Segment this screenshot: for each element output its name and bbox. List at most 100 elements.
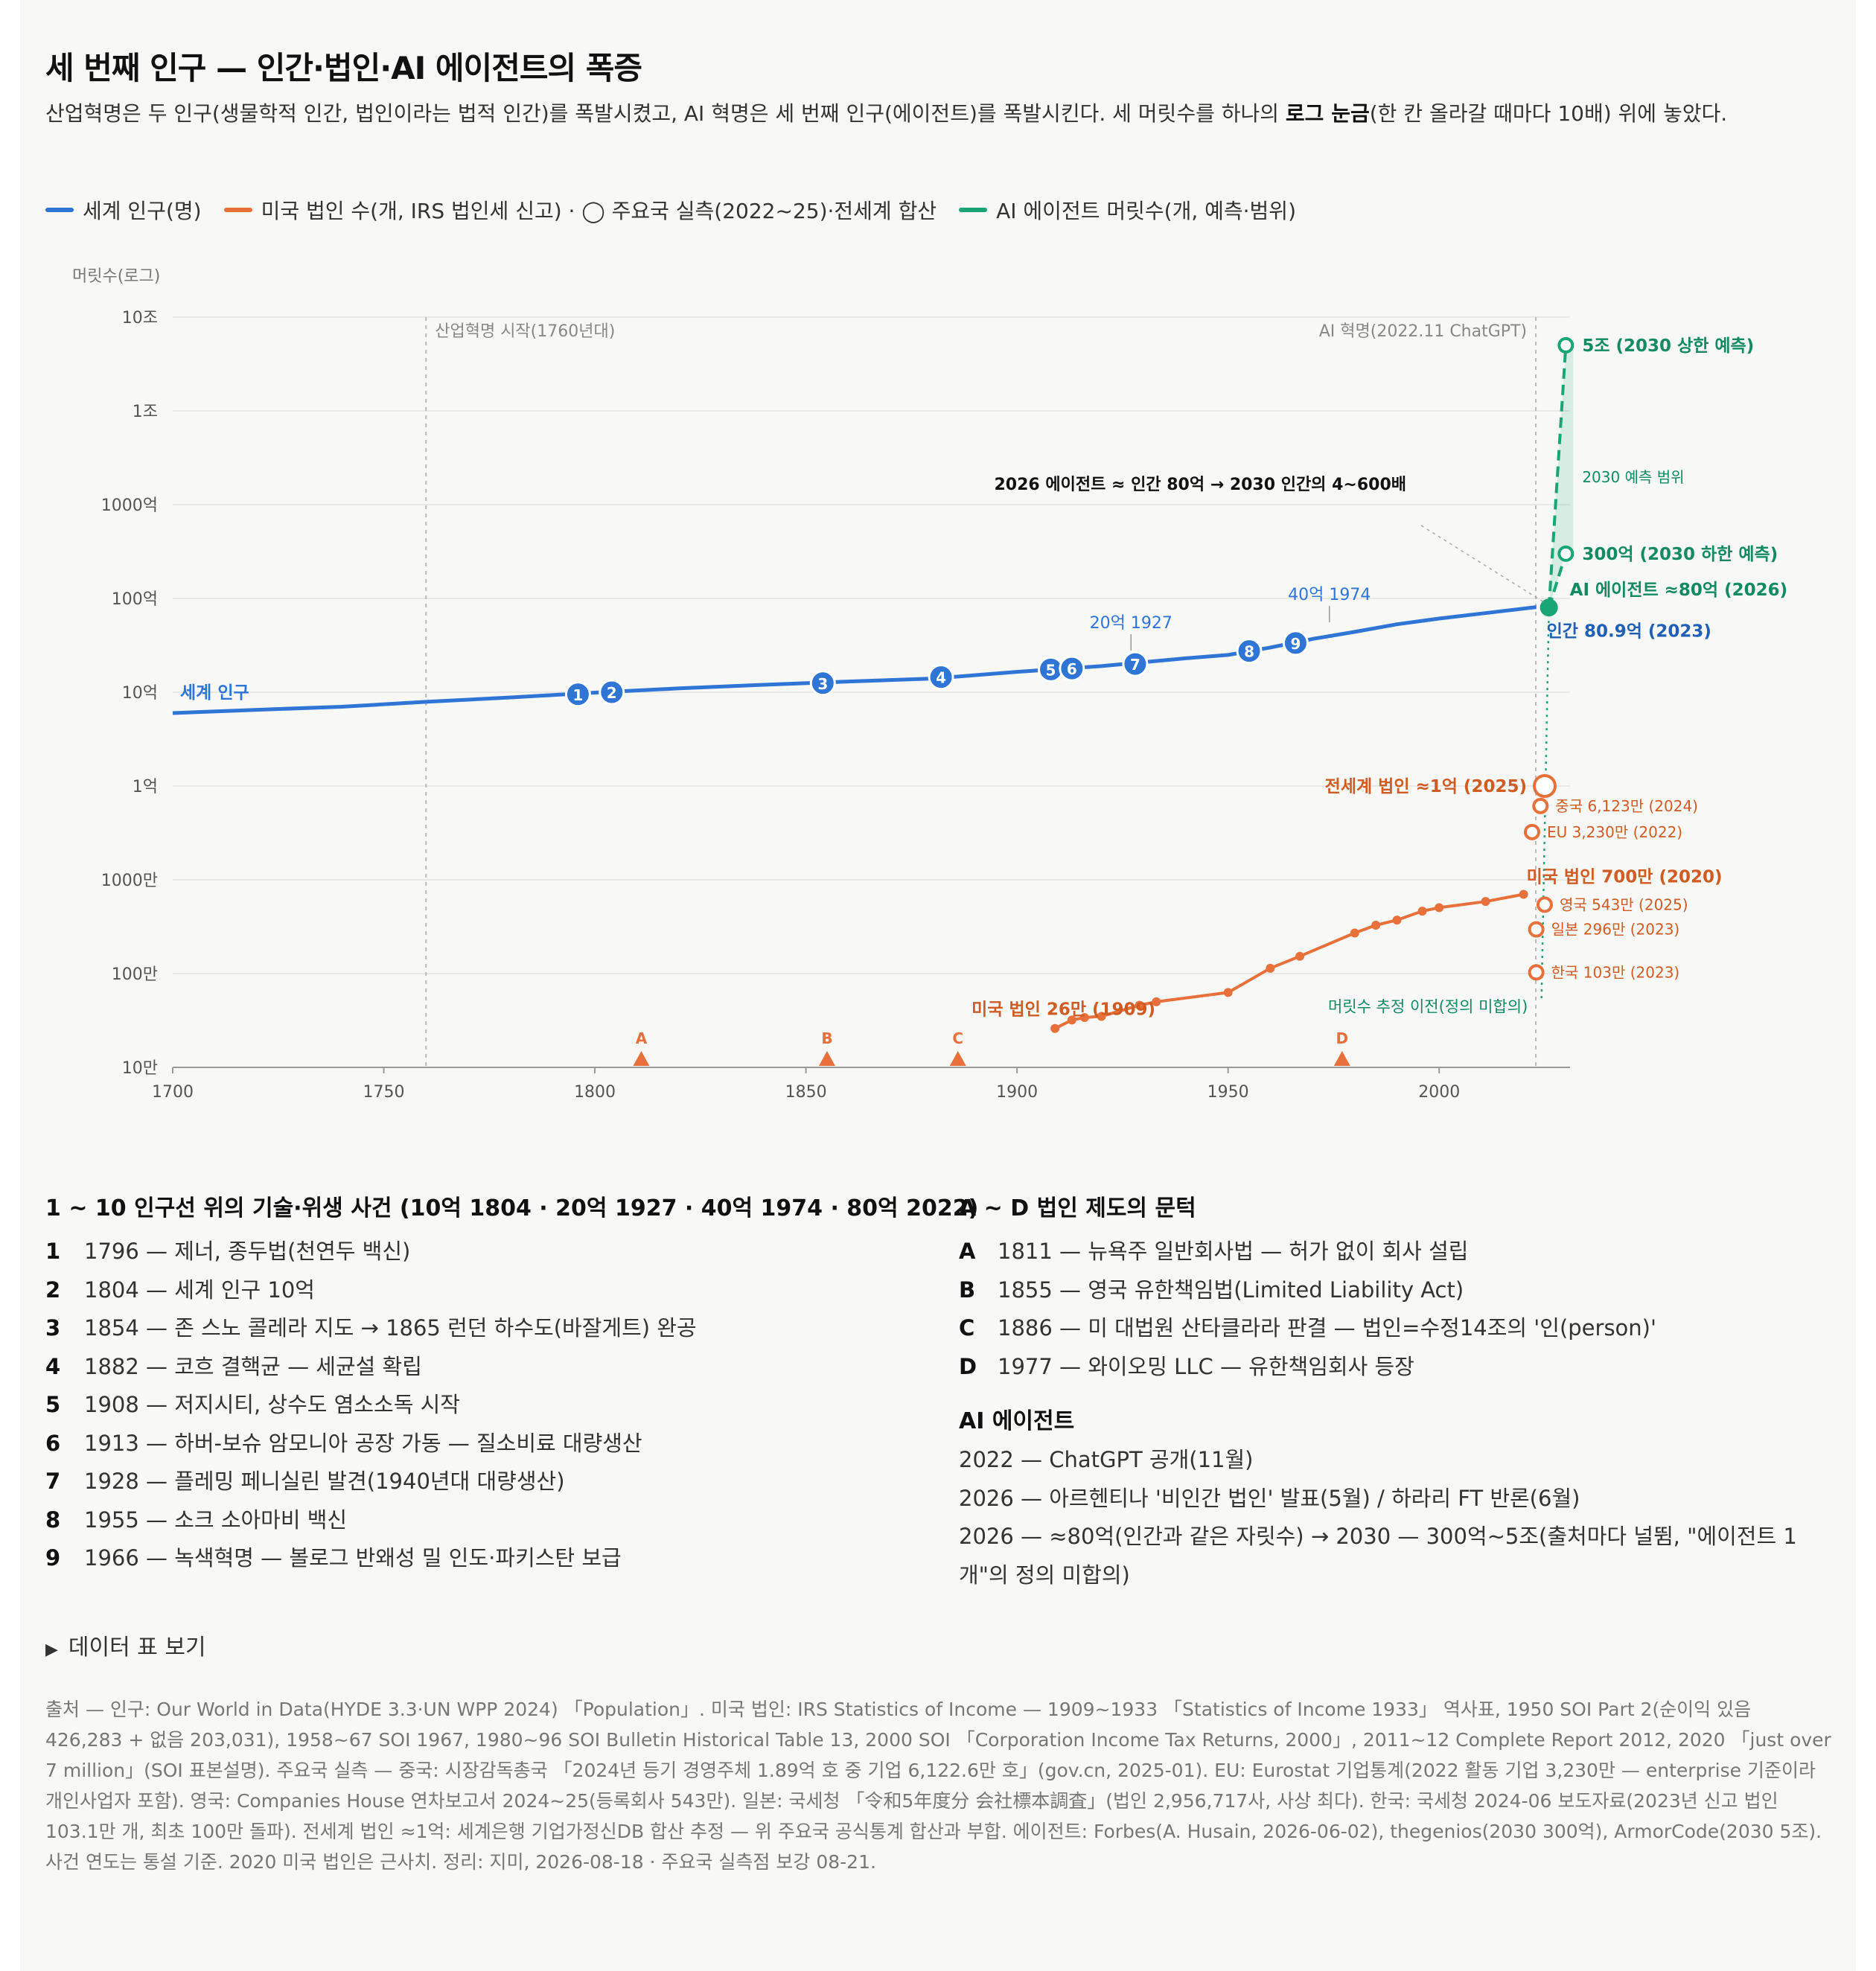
x-tick-label: 1950 bbox=[1207, 1083, 1249, 1102]
log-chart: 머릿수(로그)10조1조1000억100억10억1억1000만100만10만17… bbox=[72, 267, 1788, 1102]
population-end-label: 인간 80.9억 (2023) bbox=[1547, 622, 1711, 642]
y-tick-label: 10억 bbox=[122, 684, 158, 703]
law-item: A 1811 — 뉴욕주 일반회사법 — 허가 없이 회사 설립 bbox=[959, 1233, 1656, 1271]
legend-swatch-agent bbox=[959, 208, 988, 212]
legend-label-agent: AI 에이전트 머릿수(개, 예측·범위) bbox=[996, 199, 1296, 223]
corp-point-label: 일본 296만 (2023) bbox=[1551, 921, 1680, 939]
agent-2026-label: AI 에이전트 ≈80억 (2026) bbox=[1570, 581, 1788, 600]
law-marker bbox=[633, 1051, 650, 1066]
law-marker-label: B bbox=[821, 1029, 832, 1047]
event-item: 1 1796 — 제너, 종두법(천연두 백신) bbox=[45, 1233, 697, 1271]
event-item: 2 1804 — 세계 인구 10억 bbox=[45, 1271, 697, 1310]
law-marker bbox=[949, 1051, 966, 1066]
law-item-text: 1811 — 뉴욕주 일반회사법 — 허가 없이 회사 설립 bbox=[998, 1239, 1469, 1264]
y-tick-label: 10만 bbox=[122, 1059, 158, 1078]
event-marker bbox=[564, 681, 591, 708]
legend-item-corp: 미국 법인 수(개, IRS 법인세 신고) · ◯ 주요국 실측(2022~2… bbox=[223, 195, 937, 225]
event-item-text: 1908 — 저지시티, 상수도 염소소독 시작 bbox=[84, 1392, 460, 1417]
chart-card: 세 번째 인구 — 인간·법인·AI 에이전트의 폭증 산업혁명은 두 인구(생… bbox=[20, 0, 1856, 1971]
law-marker-label: C bbox=[952, 1029, 963, 1047]
law-item-key: A bbox=[959, 1239, 976, 1264]
data-table-toggle[interactable]: ▶ 데이터 표 보기 bbox=[45, 1629, 206, 1661]
subtitle-text: 산업혁명은 두 인구(생물학적 인간, 법인이라는 법적 인간)를 폭발시켰고,… bbox=[45, 101, 1286, 126]
event-item-key: 1 bbox=[45, 1239, 61, 1264]
x-tick-label: 1700 bbox=[152, 1083, 194, 1102]
event-item-key: 7 bbox=[45, 1469, 61, 1494]
us-corp-point bbox=[1295, 951, 1305, 961]
law-item-key: C bbox=[959, 1315, 975, 1341]
y-tick-label: 100억 bbox=[112, 590, 158, 609]
event-item-text: 1913 — 하버-보슈 암모니아 공장 가동 — 질소비료 대량생산 bbox=[84, 1430, 642, 1456]
reference-vline-label: 산업혁명 시작(1760년대) bbox=[435, 322, 615, 341]
event-item: 7 1928 — 플레밍 페니실린 발견(1940년대 대량생산) bbox=[45, 1463, 697, 1501]
us-corp-point bbox=[1152, 997, 1161, 1006]
event-marker bbox=[599, 679, 625, 706]
pre-estimate-label: 머릿수 추정 이전(정의 미합의) bbox=[1328, 998, 1528, 1016]
us-corp-point bbox=[1050, 1023, 1060, 1033]
event-item-text: 1804 — 세계 인구 10억 bbox=[84, 1277, 315, 1303]
event-marker bbox=[1282, 630, 1309, 657]
corp-point-label: 영국 543만 (2025) bbox=[1560, 895, 1688, 913]
event-marker bbox=[809, 670, 836, 697]
event-item-text: 1882 — 코흐 결핵균 — 세균설 확립 bbox=[84, 1353, 422, 1379]
y-tick-label: 10조 bbox=[122, 309, 158, 328]
corp-measure-point bbox=[1528, 921, 1545, 938]
corp-measure-point bbox=[1532, 774, 1557, 798]
ai-item: 2022 — ChatGPT 공개(11월) bbox=[959, 1447, 1254, 1472]
ai-title: AI 에이전트 bbox=[959, 1408, 1075, 1434]
law-item: D 1977 — 와이오밍 LLC — 유한책임회사 등장 bbox=[959, 1348, 1656, 1387]
x-tick-label: 2000 bbox=[1418, 1083, 1460, 1102]
event-marker-label: 9 bbox=[1290, 635, 1301, 653]
event-marker-label: 1 bbox=[572, 686, 583, 704]
corp-measure-point bbox=[1532, 797, 1549, 814]
agent-range-band bbox=[1548, 345, 1574, 608]
law-marker-label: D bbox=[1336, 1029, 1348, 1047]
y-tick-label: 100만 bbox=[112, 965, 158, 984]
us-corp-point bbox=[1079, 1013, 1089, 1023]
us-corp-point bbox=[1519, 889, 1528, 899]
us-corp-point bbox=[1067, 1015, 1076, 1025]
event-marker-label: 3 bbox=[817, 675, 828, 693]
us-corp-2020-label: 미국 법인 700만 (2020) bbox=[1527, 868, 1723, 887]
y-tick-label: 1000만 bbox=[101, 872, 158, 890]
y-tick-label: 1000억 bbox=[101, 496, 158, 515]
us-corp-point bbox=[1223, 988, 1233, 997]
law-marker-label: A bbox=[636, 1029, 648, 1047]
event-item-text: 1854 — 존 스노 콜레라 지도 → 1865 런던 하수도(바잘게트) 완… bbox=[84, 1315, 697, 1341]
y-tick-label: 1조 bbox=[133, 403, 158, 421]
agent-2026-point bbox=[1540, 598, 1558, 617]
us-corp-line bbox=[1054, 892, 1524, 1030]
legend-item-agent: AI 에이전트 머릿수(개, 예측·범위) bbox=[959, 195, 1296, 225]
milestone-label: 40억 1974 bbox=[1288, 586, 1371, 604]
us-corp-point bbox=[1417, 907, 1427, 916]
law-item-text: 1886 — 미 대법원 산타클라라 판결 — 법인=수정14조의 '인(per… bbox=[998, 1315, 1656, 1341]
legend: 세계 인구(명) 미국 법인 수(개, IRS 법인세 신고) · ◯ 주요국 … bbox=[45, 195, 1318, 225]
agent-low-line bbox=[1547, 553, 1568, 608]
us-corp-point bbox=[1371, 920, 1381, 930]
event-marker bbox=[1059, 655, 1085, 682]
x-tick-label: 1750 bbox=[363, 1083, 405, 1102]
event-marker-label: 7 bbox=[1130, 656, 1140, 674]
agent-high-point bbox=[1557, 336, 1574, 354]
data-table-toggle-label: 데이터 표 보기 bbox=[68, 1635, 206, 1661]
us-corp-point bbox=[1266, 963, 1275, 973]
event-item: 9 1966 — 녹색혁명 — 볼로그 반왜성 밀 인도·파키스탄 보급 bbox=[45, 1539, 697, 1578]
ratio-leader-line bbox=[1420, 525, 1544, 602]
event-marker bbox=[1236, 638, 1263, 665]
population-line bbox=[172, 605, 1537, 715]
event-item: 4 1882 — 코흐 결핵균 — 세균설 확립 bbox=[45, 1348, 697, 1387]
law-item-text: 1855 — 영국 유한책임법(Limited Liability Act) bbox=[998, 1277, 1464, 1303]
us-corp-point bbox=[1481, 897, 1490, 907]
us-corp-point bbox=[1350, 928, 1359, 938]
us-corp-1909-label: 미국 법인 26만 (1909) bbox=[972, 1000, 1155, 1020]
subtitle-bold: 로그 눈금 bbox=[1285, 101, 1370, 126]
event-item-key: 3 bbox=[45, 1315, 61, 1341]
event-item-key: 4 bbox=[45, 1353, 61, 1379]
event-marker-label: 2 bbox=[607, 684, 617, 702]
legend-swatch-corp bbox=[223, 208, 252, 212]
event-item-text: 1928 — 플레밍 페니실린 발견(1940년대 대량생산) bbox=[84, 1469, 565, 1494]
page-title: 세 번째 인구 — 인간·법인·AI 에이전트의 폭증 bbox=[45, 50, 642, 86]
events-title: 1 ~ 10 인구선 위의 기술·위생 사건 (10억 1804 · 20억 1… bbox=[45, 1195, 979, 1221]
legend-swatch-population bbox=[45, 208, 74, 212]
ratio-annotation: 2026 에이전트 ≈ 인간 80억 → 2030 인간의 4~600배 bbox=[994, 476, 1406, 494]
